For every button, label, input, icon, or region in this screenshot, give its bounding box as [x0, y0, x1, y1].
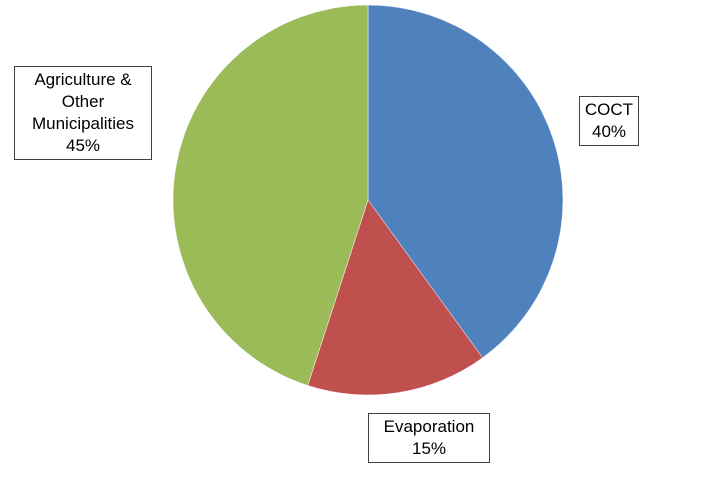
- data-label: COCT 40%: [579, 96, 639, 146]
- data-label: Evaporation 15%: [368, 413, 490, 463]
- data-label: Agriculture & Other Municipalities 45%: [14, 66, 152, 160]
- label-value: 15%: [411, 439, 447, 458]
- label-value: 40%: [591, 122, 627, 141]
- label-category: Evaporation: [383, 417, 475, 436]
- pie-slice: [367, 4, 564, 359]
- label-category: COCT: [584, 100, 634, 119]
- pie-slice: [307, 199, 483, 396]
- label-category: Agriculture & Other Municipalities: [31, 70, 135, 133]
- label-value: 45%: [65, 136, 101, 155]
- pie-slice: [172, 4, 369, 386]
